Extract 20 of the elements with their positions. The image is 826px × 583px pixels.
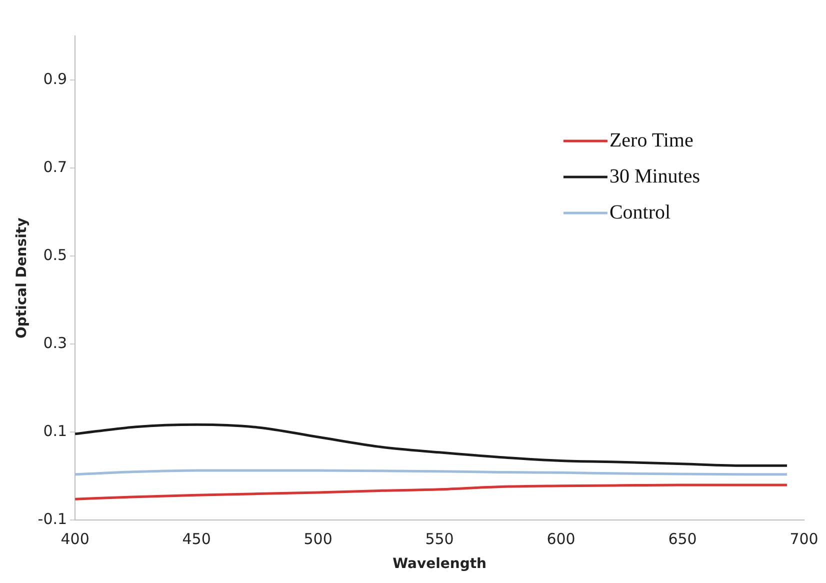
y-axis-title: Optical Density bbox=[14, 218, 30, 339]
x-tick-label: 500 bbox=[304, 530, 332, 548]
x-tick-label: 700 bbox=[790, 530, 818, 548]
line-series bbox=[75, 423, 788, 467]
y-tick-label: 0.5 bbox=[43, 246, 68, 264]
legend-label: Control bbox=[609, 201, 672, 224]
x-tick-label: 400 bbox=[60, 530, 90, 548]
legend-label: Zero Time bbox=[609, 129, 694, 152]
y-tick-label: 0.3 bbox=[43, 334, 68, 352]
x-tick-label: 550 bbox=[425, 530, 454, 548]
x-tick-label: 450 bbox=[182, 530, 211, 548]
legend-label: 30 Minutes bbox=[609, 165, 700, 188]
line-series bbox=[75, 484, 788, 500]
x-tick-label: 650 bbox=[668, 530, 697, 548]
x-axis-title: Wavelength bbox=[392, 556, 487, 572]
x-tick-label: 600 bbox=[546, 530, 576, 548]
y-tick-label: 0.9 bbox=[43, 70, 68, 88]
y-tick-label: 0.1 bbox=[43, 422, 68, 440]
y-tick-label: 0.7 bbox=[43, 158, 68, 176]
y-tick-label: -0.1 bbox=[38, 510, 68, 528]
